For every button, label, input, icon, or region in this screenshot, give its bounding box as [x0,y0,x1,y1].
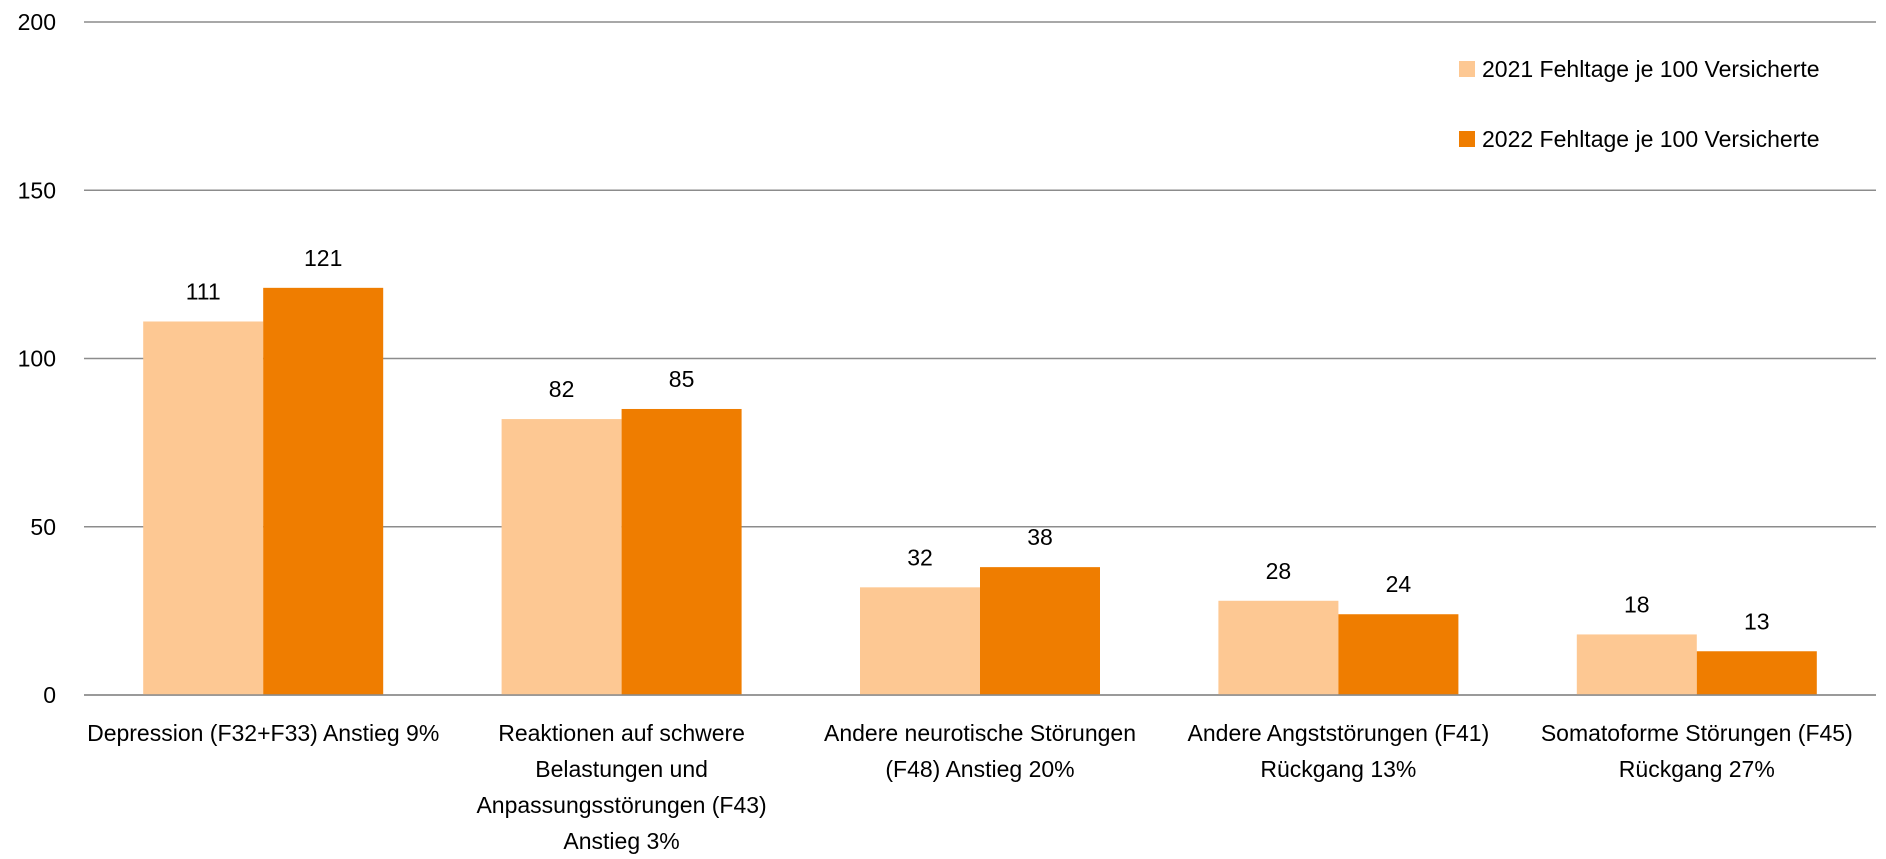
x-tick-label: Andere Angststörungen (F41) Rückgang 13% [1188,720,1490,782]
bar [1218,600,1339,695]
x-tick-line: Somatoforme Störungen (F45) [1541,720,1853,746]
y-tick-label: 200 [18,9,56,35]
legend-label: 2022 Fehltage je 100 Versicherte [1482,126,1820,152]
x-tick-line: Rückgang 13% [1260,756,1416,782]
bar [860,587,980,695]
data-label: 85 [669,366,695,392]
y-tick-label: 150 [18,177,56,203]
x-tick-line: Andere Angststörungen (F41) [1188,720,1490,746]
bar [1576,634,1697,695]
bar [621,408,742,695]
x-tick-label: Somatoforme Störungen (F45) Rückgang 27% [1541,720,1853,782]
x-tick-label: Depression (F32+F33) Anstieg 9% [87,720,439,746]
x-tick-label: Reaktionen auf schwere Belastungen und Anp… [476,720,766,854]
data-label: 111 [186,278,221,304]
y-tick-label: 100 [18,346,56,372]
x-tick-line: Anpassungsstörungen (F43) [476,792,766,818]
data-label: 24 [1386,571,1412,597]
bar [1338,614,1459,695]
data-label: 121 [304,245,342,271]
legend-swatch [1459,61,1475,77]
x-tick-line: Reaktionen auf schwere [498,720,745,746]
bar [1696,651,1817,695]
data-label: 38 [1027,524,1053,550]
bar [263,287,384,695]
data-label: 28 [1266,558,1292,584]
legend-label: 2021 Fehltage je 100 Versicherte [1482,56,1820,82]
y-tick-label: 0 [43,682,56,708]
x-tick-label: Andere neurotische Störungen (F48) Anstie… [824,720,1136,782]
data-label: 32 [907,544,933,570]
x-tick-line: Depression (F32+F33) Anstieg 9% [87,720,439,746]
x-tick-line: Belastungen und [535,756,708,782]
data-label: 13 [1744,608,1770,634]
x-tick-line: Anstieg 3% [563,828,679,854]
bar [143,321,264,695]
x-tick-line: (F48) Anstieg 20% [885,756,1074,782]
x-tick-line: Andere neurotische Störungen [824,720,1136,746]
bar [501,419,622,695]
y-tick-label: 50 [30,514,56,540]
bar [980,567,1100,695]
data-label: 18 [1624,591,1650,617]
data-label: 82 [549,376,575,402]
legend-swatch [1459,131,1475,147]
x-tick-line: Rückgang 27% [1619,756,1775,782]
